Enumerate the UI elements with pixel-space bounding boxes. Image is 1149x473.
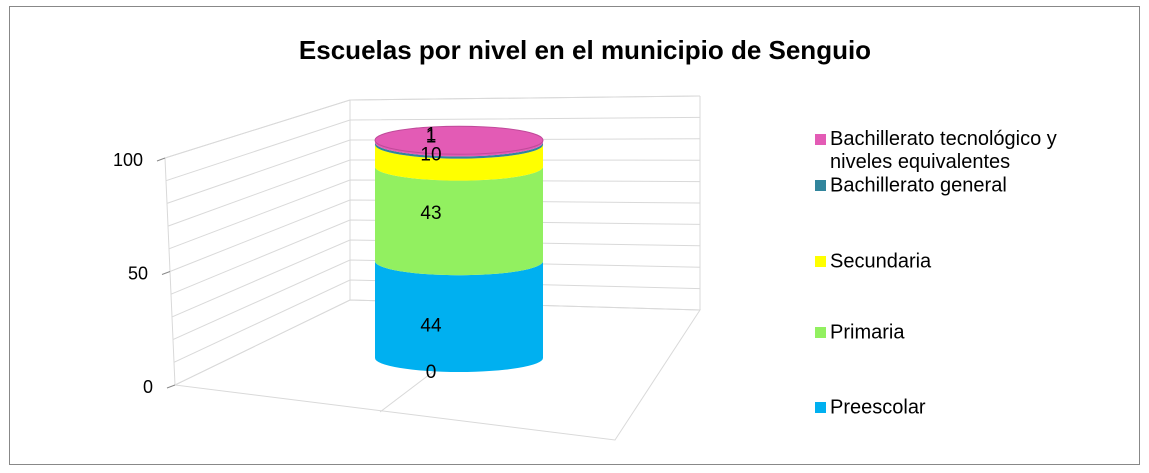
chart-frame <box>9 6 1140 465</box>
cylinder-segment <box>375 261 543 372</box>
legend-swatch <box>815 256 826 267</box>
grid-line <box>165 116 701 182</box>
grid-line <box>172 259 701 341</box>
grid-line <box>173 279 701 363</box>
legend-label: Primaria <box>830 321 905 343</box>
cylinder-top <box>374 125 544 155</box>
legend-label: Bachillerato general <box>830 174 1007 196</box>
legend-swatch <box>815 327 826 338</box>
legend-swatch <box>815 180 826 191</box>
y-tick <box>166 384 176 389</box>
y-tick-label: 0 <box>143 377 153 397</box>
grid-line <box>174 299 701 386</box>
grid-line <box>169 199 701 272</box>
grid-line <box>171 239 701 318</box>
data-label: 44 <box>420 316 442 337</box>
y-tick-label: 50 <box>128 263 148 283</box>
cylinder-segment <box>375 166 543 276</box>
grid-line <box>164 95 701 159</box>
legend-swatch <box>815 134 826 145</box>
data-label: 0 <box>426 362 437 383</box>
grid-line <box>167 159 701 227</box>
legend-label: Bachillerato tecnológico y niveles equiva… <box>830 128 1057 173</box>
data-label: 10 <box>420 145 441 166</box>
grid-line <box>168 179 701 250</box>
chart-title: Escuelas por nivel en el municipio de Se… <box>299 35 871 65</box>
legend-label: Secundaria <box>830 250 932 272</box>
grid-line <box>170 219 701 295</box>
cylinder-segment <box>375 144 543 181</box>
y-tick <box>161 271 171 275</box>
y-tick-label: 100 <box>113 150 143 170</box>
cylinder-segment <box>375 142 543 159</box>
data-label: 1 <box>426 127 437 148</box>
grid-line <box>166 138 701 204</box>
legend-swatch <box>815 402 826 413</box>
legend-label: Preescolar <box>830 396 926 418</box>
data-label: 43 <box>420 203 441 224</box>
data-label: 1 <box>426 124 437 145</box>
y-tick <box>156 157 166 162</box>
